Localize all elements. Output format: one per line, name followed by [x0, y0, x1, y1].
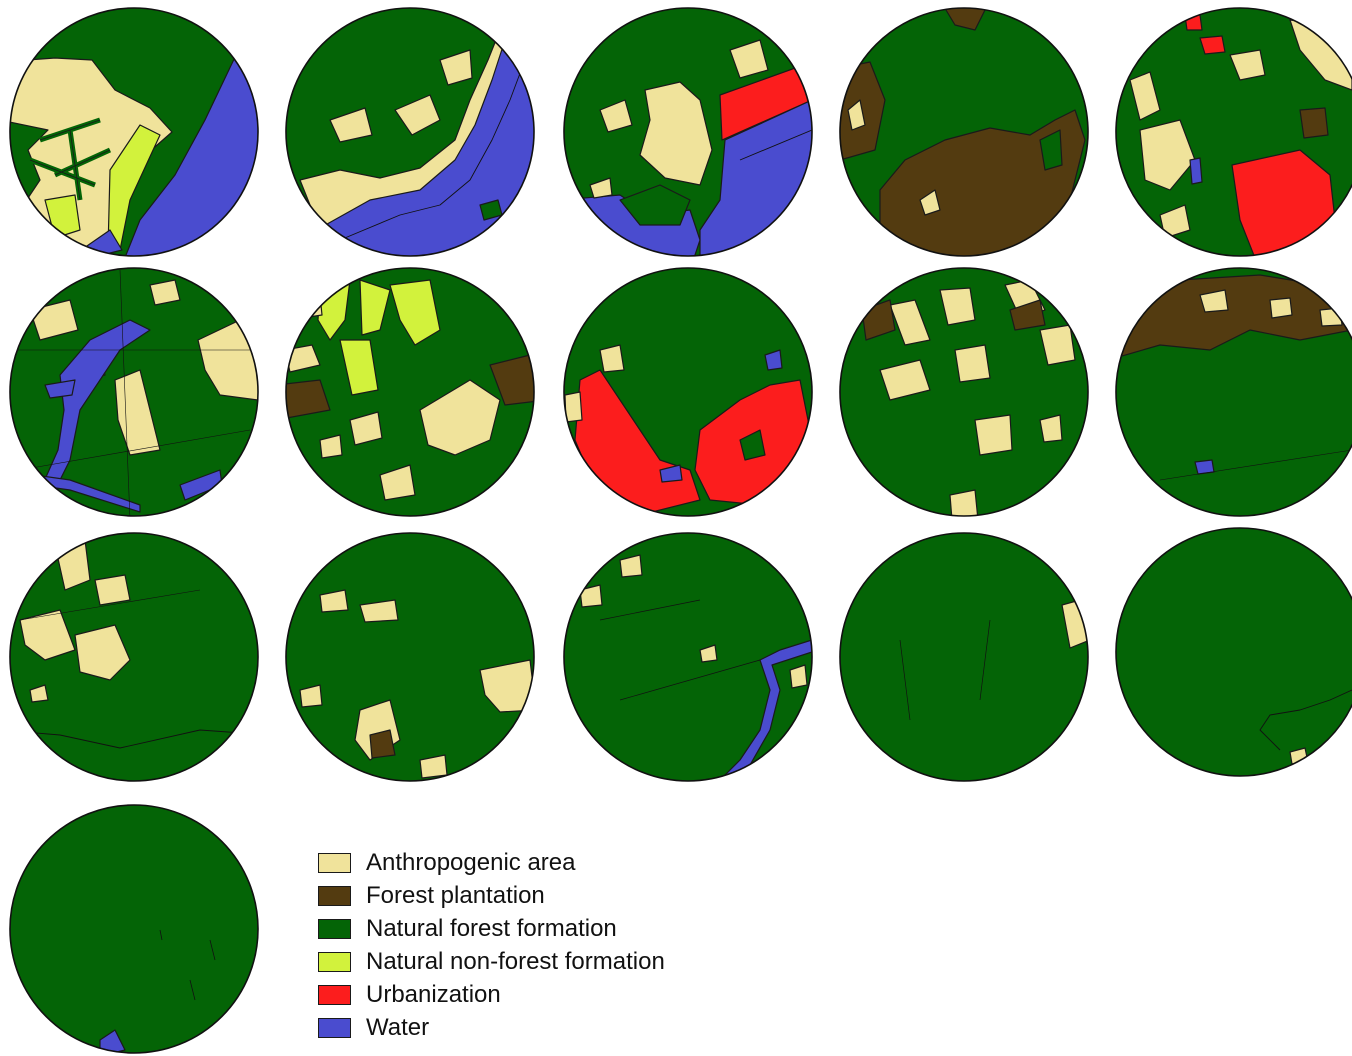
legend-swatch [318, 885, 351, 906]
map-panel-10 [1116, 268, 1352, 516]
map-panel-3 [564, 8, 812, 256]
legend-label: Natural forest formation [366, 914, 617, 942]
map-panel-7 [286, 268, 534, 516]
map-panel-12 [286, 533, 534, 781]
map-panel-8 [564, 268, 812, 516]
map-panel-9 [840, 268, 1088, 516]
map-panel-13 [564, 533, 812, 781]
map-panel-6 [10, 268, 258, 516]
map-panel-1 [10, 8, 258, 256]
map-panel-15 [1116, 528, 1352, 776]
legend-label: Forest plantation [366, 881, 545, 909]
legend-label: Water [366, 1013, 430, 1041]
legend-swatch [318, 1017, 351, 1038]
legend-item-natural-non-forest-formation: Natural non-forest formation [318, 945, 758, 978]
map-panel-16 [10, 805, 258, 1053]
legend-swatch [318, 918, 351, 939]
legend-item-water: Water [318, 1011, 758, 1044]
legend-swatch [318, 984, 351, 1005]
legend-label: Anthropogenic area [366, 848, 576, 876]
legend-item-natural-forest-formation: Natural forest formation [318, 912, 758, 945]
legend-item-urbanization: Urbanization [318, 978, 758, 1011]
legend: Anthropogenic area Forest plantation Nat… [318, 846, 758, 1044]
legend-label: Urbanization [366, 980, 501, 1008]
map-panel-11 [10, 533, 258, 781]
map-panel-2 [286, 8, 534, 256]
legend-item-anthropogenic-area: Anthropogenic area [318, 846, 758, 879]
map-panel-4 [840, 8, 1088, 256]
legend-item-forest-plantation: Forest plantation [318, 879, 758, 912]
legend-swatch [318, 852, 351, 873]
legend-swatch [318, 951, 351, 972]
legend-label: Natural non-forest formation [366, 947, 665, 975]
map-panel-14 [840, 533, 1088, 781]
